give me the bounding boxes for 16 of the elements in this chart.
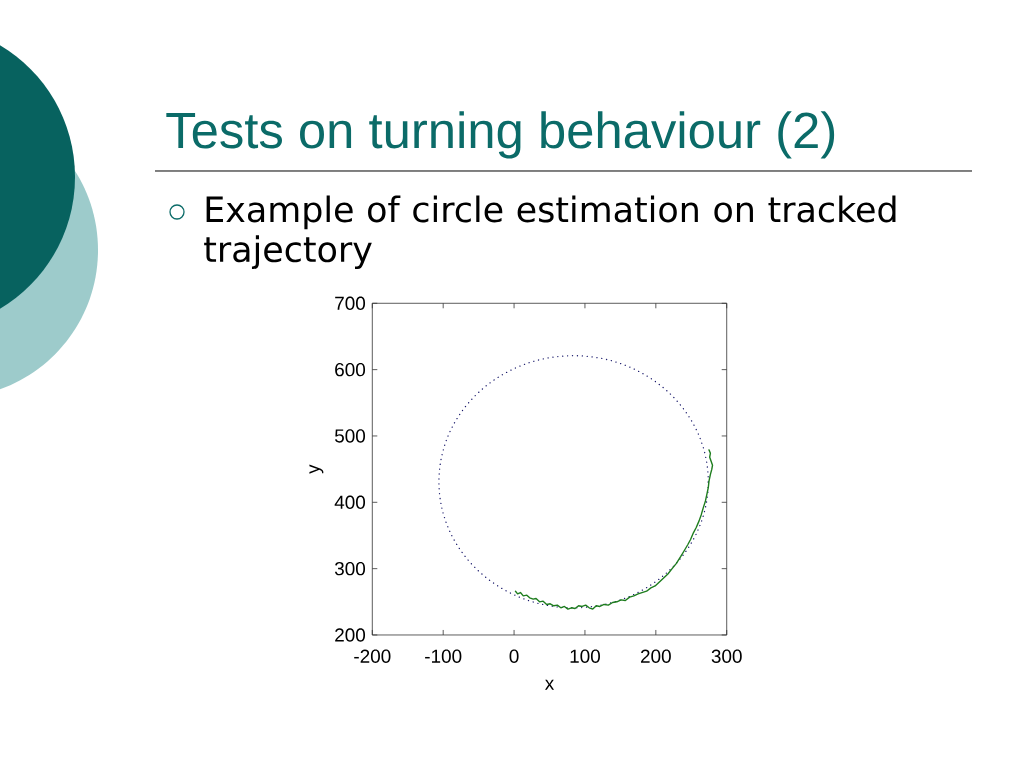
- x-tick-label: -200: [354, 649, 391, 663]
- y-tick-label: 500: [334, 429, 366, 443]
- x-tick-label: 300: [711, 649, 742, 663]
- y-tick-label: 600: [335, 362, 366, 377]
- y-tick-label: 400: [334, 495, 366, 510]
- y-axis-title: y: [309, 464, 324, 474]
- chart-title: Tests on turning behaviour (2): [166, 111, 835, 159]
- x-axis-title: x: [545, 679, 555, 690]
- y-tick-label: 200: [335, 628, 366, 642]
- y-tick-label: 300: [334, 561, 366, 576]
- x-tick-label: 200: [640, 649, 671, 663]
- chart-subtitle: Example of circle estimation on tracked trajectory: [204, 195, 896, 270]
- x-tick-label: -100: [425, 649, 462, 663]
- x-tick-label: 0: [509, 649, 519, 663]
- x-tick-label: 100: [570, 649, 600, 663]
- y-tick-label: 700: [335, 296, 366, 310]
